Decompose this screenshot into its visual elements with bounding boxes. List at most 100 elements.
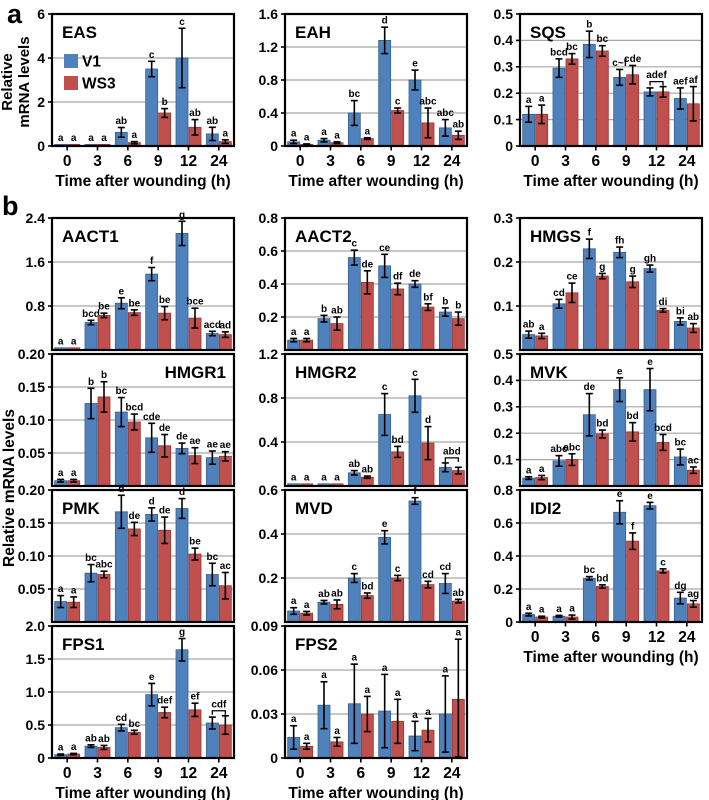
- sig-letter: bcd: [550, 47, 568, 58]
- sig-letter-shared: abd: [443, 446, 461, 457]
- sig-letter: a: [526, 465, 532, 476]
- sig-letter: ab: [331, 306, 343, 317]
- x-tick-label: 6: [592, 153, 601, 170]
- sig-letter: a: [132, 130, 138, 141]
- gridlines: [285, 250, 467, 318]
- bar: [582, 248, 596, 351]
- chart-HMGR2: a a ab c c a a ab bd d abd 0.4 0.8 1.2 HMGR2: [243, 346, 469, 501]
- sig-letter: ae: [189, 436, 201, 447]
- y-axis: 0 0.1 0.2 0.3 0.4 0.5: [494, 6, 520, 154]
- x-tick-label: 3: [561, 629, 570, 646]
- sig-letter: bc: [583, 565, 595, 576]
- sig-letter: a: [569, 604, 575, 615]
- sig-letter: ab: [348, 459, 360, 470]
- sig-letter: bc: [85, 553, 97, 564]
- error-bars-v1: [57, 387, 216, 483]
- sig-letter: di: [659, 297, 668, 308]
- bar: [421, 306, 435, 351]
- x-tick-label: 24: [443, 765, 461, 782]
- chart-title: FPS1: [62, 635, 105, 654]
- bar: [656, 570, 670, 623]
- sig-letter: ab: [206, 116, 218, 127]
- sig-letters-v1: a bcd e f g acd: [58, 210, 221, 347]
- sig-letter: bce: [186, 297, 204, 308]
- x-tick-label: 12: [413, 765, 430, 782]
- bar: [145, 273, 159, 351]
- error-bars-ws3: [70, 516, 229, 609]
- sig-letter: a: [539, 322, 545, 333]
- x-tick-label: 12: [180, 153, 197, 170]
- sig-letter: dg: [674, 581, 686, 592]
- sig-letter: a: [365, 685, 371, 696]
- bar: [643, 268, 657, 351]
- bar: [595, 433, 609, 487]
- sig-letter: a: [539, 464, 545, 475]
- chart-IDI2: a a bc e e dg a a bd f c ag 0 0.2 0.4 0.6 0.8 IDI2 0 3 6 9 12 2…: [478, 482, 704, 685]
- sig-letter: c: [179, 17, 185, 28]
- y-tick-label: 0: [37, 138, 45, 154]
- y-axis: 0.4 0.8 1.2: [259, 346, 285, 450]
- sig-letter: c: [149, 50, 155, 61]
- sig-letter: b: [586, 20, 592, 31]
- sig-letter: c: [395, 97, 401, 108]
- sig-letter: a: [321, 670, 327, 681]
- y-tick-label: 0.8: [259, 72, 279, 88]
- sig-letter: a: [456, 628, 462, 639]
- x-axis-title: Time after wounding (h): [523, 649, 698, 666]
- bar: [643, 91, 657, 147]
- sig-letter: aef: [673, 76, 688, 87]
- sig-letter: f: [631, 521, 635, 532]
- sig-letter: de: [583, 382, 595, 393]
- y-tick-label: 0.2: [259, 309, 279, 325]
- sig-letter: ad: [219, 320, 231, 331]
- chart-FPS2: a a a a a a a a a a a a 0 0.03 0.06 0.09 FPS2 0 3 6 9 12 24 Tim…: [243, 618, 469, 800]
- x-axis-title: Time after wounding (h): [288, 785, 463, 800]
- legend-label-v1: V1: [82, 54, 101, 71]
- sig-letter: e: [617, 366, 623, 377]
- chart-HMGS: ab cd f fh gh bi a ce g g di ab 0.1 0.2 0.3 HMGS: [478, 210, 704, 365]
- sig-letter: cde: [143, 412, 161, 423]
- bar: [317, 601, 331, 623]
- sig-letters-ws3: aaa aaa: [304, 628, 462, 743]
- sig-letter: e: [647, 357, 653, 368]
- y-axis: 0.1 0.2 0.3: [494, 210, 520, 314]
- bar: [188, 553, 202, 623]
- y-tick-label: 1.6: [26, 254, 46, 270]
- x-tick-label: 6: [592, 629, 601, 646]
- bars-v1: [54, 649, 219, 759]
- sig-letter: c~f: [612, 58, 627, 69]
- bar: [643, 505, 657, 623]
- y-tick-label: 0.10: [18, 412, 45, 428]
- sig-letter: c: [352, 239, 358, 250]
- sig-letter: d: [425, 415, 431, 426]
- bar: [127, 421, 141, 487]
- sig-letter: b: [162, 97, 168, 108]
- x-tick-label: 24: [678, 153, 696, 170]
- sig-letter-shared: adef: [646, 70, 667, 81]
- plot-box: [283, 624, 469, 760]
- bars-v1: [287, 39, 452, 147]
- x-tick-label: 6: [124, 765, 133, 782]
- sig-letter: b: [442, 296, 448, 307]
- bar: [317, 318, 331, 351]
- chart-FPS1: a ab cd e g a ab bc def ef cdf 0 0.5 1.0 1.5 2.0 FPS1 0 3 6…: [10, 618, 236, 800]
- y-tick-label: 0.15: [18, 379, 45, 395]
- bar: [127, 312, 141, 351]
- sig-letter: abc: [550, 444, 568, 455]
- bar: [84, 322, 98, 351]
- x-tick-label: 9: [154, 153, 163, 170]
- chart-EAS: a a ab c c ab a a a b ab a 0 2 4 6 EAS V1 WS3 0 3 6 9 12 24 Time …: [10, 6, 236, 209]
- error-bars-v1: [290, 663, 449, 753]
- y-axis: 0.2 0.4 0.6: [259, 482, 285, 586]
- x-axis-title: Time after wounding (h): [288, 173, 463, 190]
- bar: [613, 511, 627, 623]
